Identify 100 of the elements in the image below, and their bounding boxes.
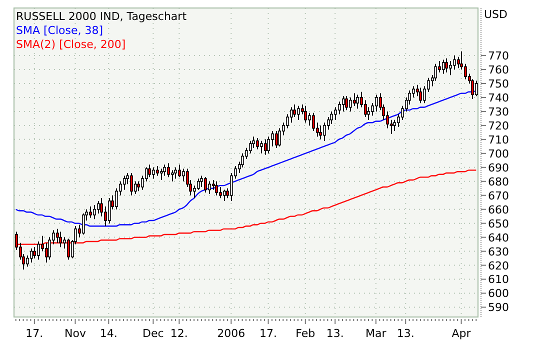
y-tick-label: 640 [488, 231, 509, 244]
candlestick [96, 200, 100, 214]
candlestick [88, 206, 92, 218]
candlestick [170, 170, 174, 182]
x-tick-label: Mar [366, 327, 387, 340]
candlestick [278, 128, 282, 147]
y-tick-label: 760 [488, 64, 509, 77]
candlestick [162, 164, 166, 176]
x-tick-label: 2006 [217, 327, 246, 340]
y-tick-label: 740 [488, 91, 509, 104]
x-tick-label: 13. [396, 327, 414, 340]
candlestick [452, 55, 456, 70]
candlestick [114, 188, 118, 210]
candlestick [166, 162, 170, 178]
x-tick-label: Feb [296, 327, 316, 340]
y-tick-label: 710 [488, 133, 509, 146]
candlestick [136, 180, 140, 192]
candlestick [152, 166, 156, 180]
candlestick [348, 96, 352, 112]
candlestick [204, 176, 208, 194]
candlestick [48, 236, 52, 260]
candlestick [92, 204, 96, 220]
y-tick-label: 690 [488, 161, 509, 174]
candlestick [304, 105, 308, 124]
y-tick-label: 770 [488, 50, 509, 63]
x-tick-label: 17. [26, 327, 44, 340]
candlestick [352, 92, 356, 106]
y-tick-label: 670 [488, 189, 509, 202]
candlestick [448, 60, 452, 76]
candlestick [390, 119, 394, 134]
candlestick [230, 172, 234, 202]
candlestick [130, 172, 134, 196]
y-tick-label: 650 [488, 217, 509, 230]
y-axis-title: USD [484, 8, 508, 21]
candlestick [392, 119, 396, 132]
y-tick-label: 720 [488, 119, 509, 132]
candlestick [156, 165, 160, 176]
candlestick [374, 94, 378, 112]
candlestick [444, 58, 448, 73]
candlestick [418, 87, 422, 104]
candlestick [196, 178, 200, 190]
y-tick-label: 610 [488, 273, 509, 286]
candlestick [292, 104, 296, 118]
y-tick-label: 630 [488, 245, 509, 258]
candlestick [214, 180, 218, 196]
candlestick [270, 130, 274, 147]
candlestick [344, 96, 348, 111]
candlestick [386, 110, 390, 129]
candlestick [464, 63, 468, 80]
candlestick [160, 168, 164, 180]
text: SMA(2) [Close, 200] [16, 38, 126, 51]
candlestick [474, 80, 478, 97]
y-tick-label: 620 [488, 259, 509, 272]
candlestick [366, 106, 370, 120]
candlestick [100, 198, 104, 217]
candlestick [208, 180, 212, 194]
x-tick-label: 14. [100, 327, 118, 340]
candlestick [108, 198, 112, 224]
candlestick [296, 105, 300, 120]
candlestick [266, 136, 270, 154]
candlestick [148, 164, 152, 178]
y-tick-label: 750 [488, 78, 509, 90]
candlestick [442, 59, 446, 74]
candlestick [178, 164, 182, 178]
candlestick [218, 186, 222, 199]
y-tick-label: 660 [488, 203, 509, 216]
candlestick [122, 175, 126, 190]
candlestick [308, 112, 312, 126]
candlestick [174, 166, 178, 180]
candlestick [256, 138, 260, 150]
y-tick-label: 590 [488, 301, 509, 314]
candlestick [342, 96, 346, 112]
x-tick-label: Apr [452, 327, 472, 340]
x-tick-label: 12. [170, 327, 188, 340]
y-tick-label: 680 [488, 175, 509, 188]
candlestick [26, 254, 30, 268]
text: SMA [Close, 38] [16, 24, 104, 37]
y-tick-label: 730 [488, 105, 509, 118]
candlestick [82, 213, 86, 236]
candlestick [286, 114, 290, 129]
candlestick [182, 168, 186, 182]
candlestick [290, 106, 294, 124]
x-tick-label: Dec [142, 327, 164, 340]
candlestick [30, 248, 34, 263]
candlestick [248, 140, 252, 154]
candlestick [334, 106, 338, 120]
chart-title: RUSSELL 2000 IND, Tageschart [16, 10, 188, 23]
candlestick [364, 100, 368, 118]
candlestick [318, 124, 322, 140]
candlestick [200, 175, 204, 188]
candlestick [192, 185, 196, 199]
candlestick [312, 112, 316, 132]
x-tick-label: 13. [326, 327, 344, 340]
candlestick [412, 86, 416, 98]
candlestick [322, 122, 326, 142]
x-tick-label: 17. [260, 327, 278, 340]
candlestick [32, 246, 36, 259]
candlestick [338, 101, 342, 115]
candlestick [36, 241, 40, 260]
x-tick-label: Nov [64, 327, 86, 340]
